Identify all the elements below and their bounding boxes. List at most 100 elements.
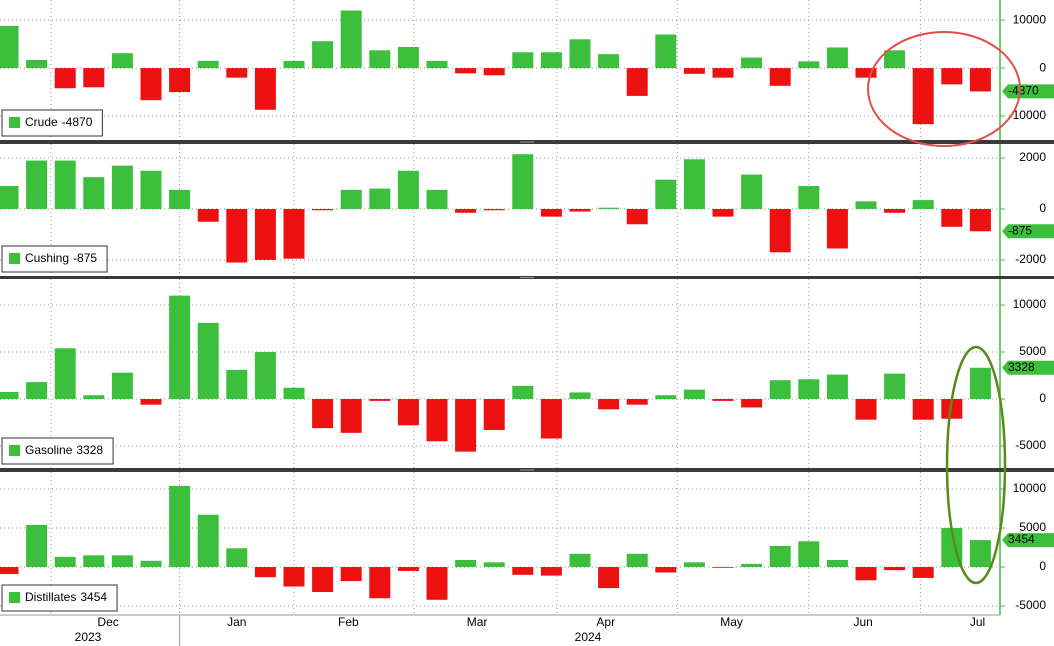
value-tag-label: 3454	[1008, 532, 1035, 546]
legend: Crude -4870	[1, 109, 103, 137]
bar	[540, 52, 562, 69]
bar	[0, 25, 19, 69]
bar	[197, 514, 219, 568]
bar	[483, 208, 505, 211]
bar	[426, 60, 448, 69]
x-tick-label: Mar	[467, 615, 488, 629]
bar	[340, 399, 362, 433]
legend-box	[1, 437, 114, 465]
legend-swatch	[9, 445, 20, 456]
highlight-ellipse	[945, 345, 1007, 585]
bar	[455, 208, 477, 213]
bar	[769, 545, 791, 568]
bar	[884, 373, 906, 400]
bar	[283, 60, 305, 69]
legend-box	[1, 584, 118, 612]
bar	[683, 68, 705, 74]
bar	[169, 189, 191, 209]
bar	[197, 60, 219, 69]
bar	[741, 174, 763, 209]
bar	[140, 560, 162, 568]
bar	[512, 52, 534, 69]
bar	[855, 567, 877, 581]
legend-label: Distillates	[25, 590, 76, 604]
bar	[683, 159, 705, 209]
legend: Distillates 3454	[1, 584, 118, 612]
bar	[312, 208, 334, 211]
bar	[83, 395, 105, 400]
bar	[626, 68, 648, 96]
bar	[741, 563, 763, 568]
bar	[741, 57, 763, 69]
bar	[912, 68, 934, 125]
bar	[941, 208, 963, 227]
bar	[655, 34, 677, 69]
bar	[426, 567, 448, 600]
bar	[369, 188, 391, 209]
legend-swatch	[9, 253, 20, 264]
bar	[397, 46, 419, 69]
bar	[826, 374, 848, 400]
bar	[369, 399, 391, 401]
bar	[798, 541, 820, 568]
bar	[455, 68, 477, 74]
bar	[254, 68, 276, 110]
bar	[769, 68, 791, 86]
bar	[912, 567, 934, 578]
bar	[197, 208, 219, 222]
bar	[741, 399, 763, 408]
bar	[0, 186, 19, 209]
bar	[283, 208, 305, 259]
bar	[254, 208, 276, 260]
value-tag-label: -875	[1008, 223, 1032, 237]
y-tick-label: 0	[1039, 391, 1046, 405]
bar	[226, 369, 248, 400]
bar	[483, 68, 505, 76]
bar	[598, 207, 620, 209]
bar	[340, 189, 362, 209]
y-tick-label: 0	[1039, 201, 1046, 215]
bar	[826, 208, 848, 249]
bar	[569, 208, 591, 212]
legend-label: Cushing	[25, 251, 69, 265]
bar	[226, 548, 248, 568]
x-tick-label: Jul	[970, 615, 985, 629]
bar	[512, 567, 534, 575]
bar	[26, 160, 48, 209]
y-tick-label: 5000	[1019, 520, 1046, 534]
bar	[798, 186, 820, 209]
bar	[884, 208, 906, 213]
y-tick-label: 5000	[1019, 344, 1046, 358]
bar	[426, 399, 448, 442]
bar	[798, 379, 820, 400]
bar	[712, 399, 734, 401]
bar	[397, 399, 419, 426]
legend: Cushing -875	[1, 245, 108, 273]
x-tick-label: Jun	[853, 615, 872, 629]
y-tick-label: 2000	[1019, 150, 1046, 164]
bar	[197, 322, 219, 400]
legend-swatch	[9, 117, 20, 128]
bar	[884, 567, 906, 571]
y-tick-label: -2000	[1015, 252, 1046, 266]
bar	[340, 567, 362, 582]
bar	[26, 524, 48, 568]
bar	[111, 372, 133, 400]
bar	[941, 68, 963, 85]
bar	[712, 68, 734, 78]
bar	[169, 295, 191, 400]
bar	[283, 567, 305, 587]
bar	[969, 540, 991, 568]
bar	[941, 399, 963, 419]
y-tick-label: 10000	[1013, 12, 1047, 26]
bar	[569, 553, 591, 568]
x-tick-label: Apr	[596, 615, 615, 629]
bar	[54, 556, 76, 568]
bar	[26, 382, 48, 400]
legend: Gasoline 3328	[1, 437, 114, 465]
bar	[397, 170, 419, 209]
bar	[83, 177, 105, 209]
bar	[169, 485, 191, 568]
year-label: 2024	[575, 630, 602, 644]
